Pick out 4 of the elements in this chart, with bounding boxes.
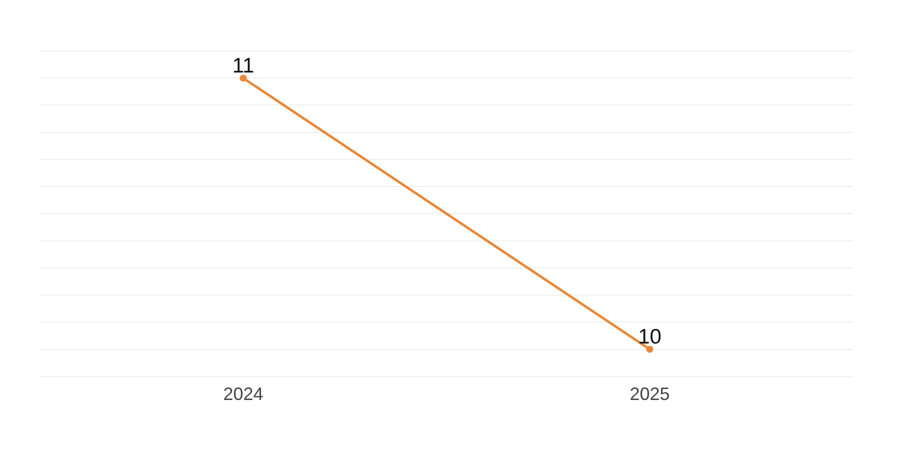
data-label: 11 [232, 54, 254, 78]
data-label: 10 [638, 326, 662, 349]
x-tick-label: 2024 [223, 384, 264, 404]
x-tick-label: 2025 [630, 384, 670, 404]
